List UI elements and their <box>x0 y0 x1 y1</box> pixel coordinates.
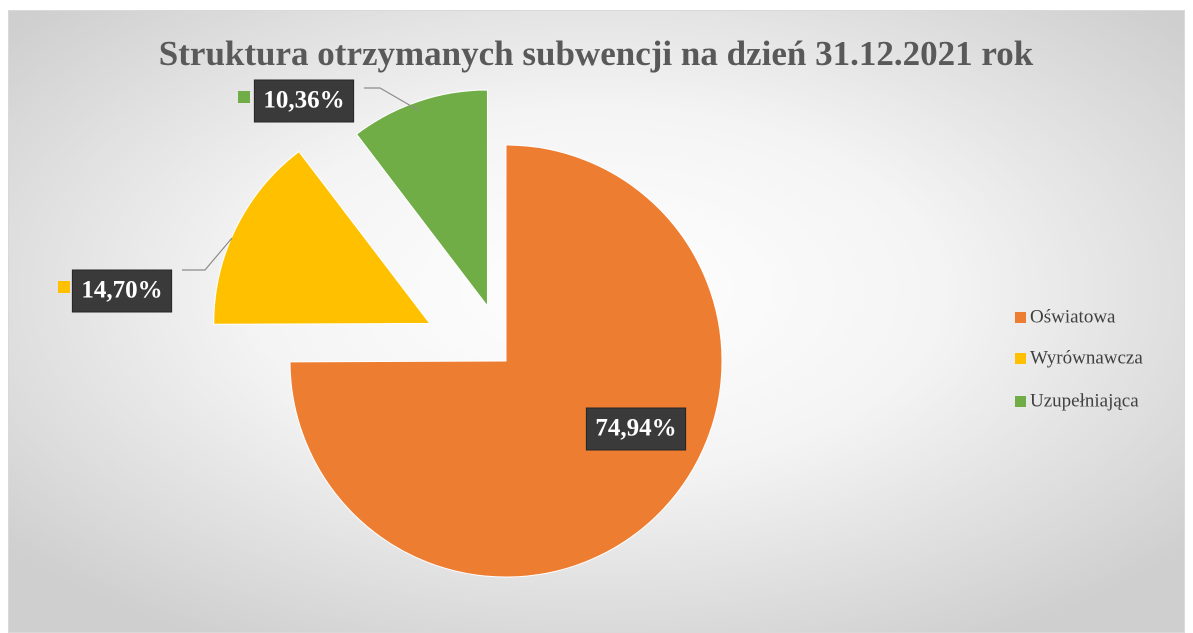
legend-label: Uzupełniająca <box>1030 390 1139 411</box>
value-label-box <box>585 407 687 451</box>
pie-slice <box>213 150 431 325</box>
chart-title: Struktura otrzymanych subwencji na dzień… <box>159 34 1034 73</box>
leader-line <box>364 87 419 111</box>
value-label: 74,94% <box>595 415 676 442</box>
legend-label: Wyrównawcza <box>1030 347 1143 368</box>
legend-swatch <box>1015 353 1026 364</box>
value-label-key <box>238 91 250 103</box>
value-label: 14,70% <box>81 277 162 304</box>
legend-swatch <box>1015 312 1026 323</box>
pie-slice <box>289 144 723 578</box>
value-label-key <box>58 281 70 293</box>
legend-label: Oświatowa <box>1030 306 1116 327</box>
legend-swatch <box>1015 396 1026 407</box>
value-label: 10,36% <box>263 87 344 114</box>
leader-line <box>182 237 233 271</box>
value-label-box <box>71 269 173 313</box>
pie-slice <box>355 89 488 308</box>
value-label-box <box>253 79 355 123</box>
